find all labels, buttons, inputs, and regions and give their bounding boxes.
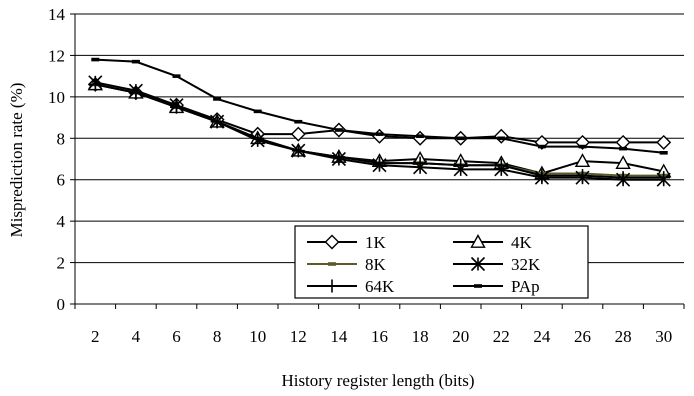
series-64k [88,77,671,185]
y-tick-label: 10 [48,88,65,107]
x-tick-label: 14 [330,327,348,346]
legend-item-64k: 64K [307,277,395,296]
data-point [616,171,630,185]
x-tick-label: 16 [371,327,388,346]
data-point [416,134,425,139]
y-tick-label: 2 [57,254,66,273]
x-tick-label: 4 [132,327,141,346]
data-point [291,144,305,158]
y-tick-label: 0 [57,295,66,314]
y-tick-label: 8 [57,129,66,148]
x-tick-label: 30 [655,327,672,346]
legend-item-4k: 4K [453,233,533,252]
legend-marker [324,234,340,250]
data-point [91,57,100,62]
x-axis-title: History register length (bits) [281,371,474,390]
data-point [88,77,102,91]
data-point [172,74,181,78]
legend-item-8k: 8K [307,255,387,274]
data-point [129,86,143,100]
legend-label: 4K [511,233,533,252]
data-point [213,97,222,101]
legend-label: 32K [511,255,541,274]
y-tick-label: 6 [57,171,66,190]
x-tick-label: 28 [615,327,632,346]
y-tick-label: 4 [57,212,66,231]
data-point [537,144,546,149]
legend-marker [474,284,482,288]
legend-box [294,225,589,299]
data-point [210,115,224,129]
x-tick-label: 22 [493,327,510,346]
data-point [251,131,265,145]
y-axis-title: Misprediction rate (%) [7,83,26,238]
data-point [290,126,306,142]
x-tick-label: 10 [249,327,266,346]
data-point [576,169,589,183]
data-point [494,158,508,172]
x-tick-label: 20 [452,327,469,346]
data-point [615,155,631,170]
data-point [131,59,140,64]
data-point [493,128,509,144]
legend-item-1k: 1K [307,233,387,252]
legend-marker [325,279,339,293]
data-point [456,136,465,141]
x-tick-label: 8 [213,327,222,346]
legend: 1K 4K 8K 32K 64K PAp [294,225,589,299]
data-point [578,144,587,149]
data-point [294,119,303,124]
legend-marker [328,262,336,266]
data-point [656,134,672,150]
axes [70,13,685,309]
x-tick-label: 2 [91,327,100,346]
data-point [619,146,628,151]
y-tick-label: 12 [48,46,65,65]
data-point [375,132,384,136]
data-point [497,136,506,141]
legend-marker [470,256,486,272]
series-group [87,57,672,187]
legend-item-32k: 32K [453,255,541,274]
data-point [413,156,427,170]
data-point [253,109,262,114]
x-tick-label: 18 [412,327,429,346]
data-point [412,130,428,146]
data-point [332,150,346,164]
data-point [170,100,183,114]
data-point [574,153,591,167]
y-tick-label: 14 [48,5,66,24]
x-tick-label: 6 [172,327,181,346]
grid-lines [75,13,684,264]
legend-item-pap: PAp [453,277,540,296]
data-point [454,158,468,172]
x-tick-label: 12 [290,327,307,346]
data-point [535,169,549,183]
data-point [659,150,668,155]
x-tick-label: 26 [574,327,591,346]
legend-marker [470,234,486,248]
data-point [372,128,387,144]
legend-label: 8K [365,255,387,274]
data-point [334,128,343,132]
legend-label: 64K [365,277,395,296]
legend-label: 1K [365,233,387,252]
series-pap [91,57,668,155]
legend-label: PAp [511,277,540,296]
x-tick-label: 24 [533,327,551,346]
data-point [373,156,386,170]
data-point [657,171,671,185]
